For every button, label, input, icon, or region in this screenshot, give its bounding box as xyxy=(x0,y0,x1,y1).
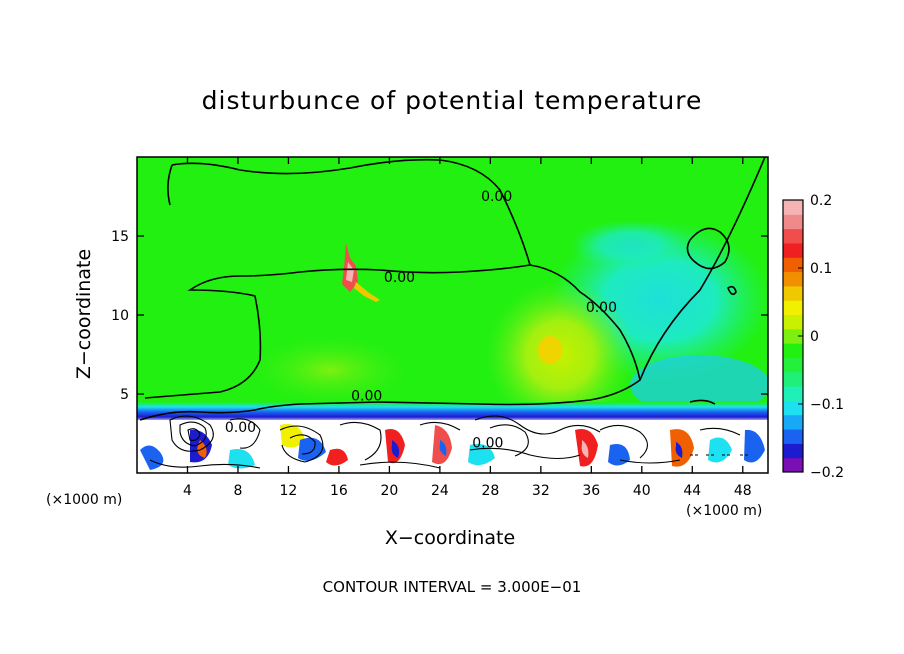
colorbar-swatch xyxy=(783,242,803,258)
colorbar-tick-label: 0.1 xyxy=(810,261,832,277)
contour-label: 0.00 xyxy=(586,300,617,316)
y-tick-label: 10 xyxy=(111,308,129,324)
field-layer xyxy=(137,157,768,473)
x-tick-label: 36 xyxy=(582,483,600,499)
colorbar-swatch xyxy=(783,314,803,330)
colorbar-swatch xyxy=(783,214,803,230)
colorbar-swatch xyxy=(783,443,803,459)
x-tick-label: 4 xyxy=(183,483,192,499)
x-tick-label: 48 xyxy=(734,483,752,499)
contour-label: 0.00 xyxy=(472,436,503,452)
cold-front-band xyxy=(137,402,768,422)
turbulent-patches xyxy=(140,424,765,470)
x-unit-left: (×1000 m) xyxy=(46,492,123,508)
contour-lines xyxy=(139,157,766,421)
contour-label: 0.00 xyxy=(384,270,415,286)
colorbar-swatch xyxy=(783,271,803,287)
hot-streak xyxy=(354,282,380,302)
colorbar-swatch xyxy=(783,357,803,373)
colorbar-swatch xyxy=(783,371,803,387)
contour-label: 0.00 xyxy=(225,420,256,436)
contour-interval-note: CONTOUR INTERVAL = 3.000E−01 xyxy=(322,578,582,596)
chart-title: disturbunce of potential temperature xyxy=(201,86,703,115)
y-tick-label: 5 xyxy=(120,387,129,403)
colorbar-swatch xyxy=(783,414,803,430)
contour-label: 0.00 xyxy=(351,388,382,404)
turbulent-contours xyxy=(149,415,750,469)
x-tick-label: 32 xyxy=(532,483,550,499)
colorbar-tick-label: 0 xyxy=(810,329,819,345)
x-tick-label: 16 xyxy=(330,483,348,499)
colorbar-swatch xyxy=(783,343,803,358)
x-tick-label: 12 xyxy=(280,483,298,499)
x-tick-label: 44 xyxy=(683,483,701,499)
x-unit-right: (×1000 m) xyxy=(686,503,763,519)
colorbar-swatch xyxy=(783,285,803,301)
contour-labels: 0.00 0.00 0.00 0.00 0.00 0.00 xyxy=(225,189,617,452)
x-tick-label: 28 xyxy=(481,483,499,499)
colorbar-swatch xyxy=(783,257,803,273)
x-tick-label: 20 xyxy=(380,483,398,499)
colorbar-tick-label: 0.2 xyxy=(810,193,832,209)
colorbar xyxy=(782,199,804,473)
y-axis-ticks: 5 10 15 xyxy=(111,229,768,403)
warm-region-peak xyxy=(538,336,562,364)
x-axis-label: X−coordinate xyxy=(384,527,516,549)
hot-spot-core xyxy=(346,262,354,282)
x-tick-label: 40 xyxy=(633,483,651,499)
colorbar-swatch xyxy=(783,429,803,444)
colorbar-ticks: 0.2 0.1 0 −0.1 −0.2 xyxy=(798,193,844,481)
cool-region-lower-right xyxy=(630,355,768,415)
x-axis-ticks: 4 8 12 16 20 24 28 32 36 40 44 48 xyxy=(183,157,752,499)
colorbar-swatch xyxy=(783,386,803,401)
colorbar-swatch xyxy=(783,228,803,244)
cool-region-upper-right xyxy=(570,220,690,270)
colorbar-swatch xyxy=(783,328,803,344)
colorbar-swatch xyxy=(783,200,803,215)
colorbar-swatch xyxy=(783,400,803,416)
colorbar-tick-label: −0.1 xyxy=(810,397,844,413)
colorbar-swatch xyxy=(783,300,803,316)
x-tick-label: 8 xyxy=(233,483,242,499)
warm-region-mid xyxy=(250,335,410,405)
y-tick-label: 15 xyxy=(111,229,129,245)
contour-label: 0.00 xyxy=(481,189,512,205)
colorbar-tick-label: −0.2 xyxy=(810,465,844,481)
colorbar-swatch xyxy=(783,457,803,473)
x-tick-label: 24 xyxy=(431,483,449,499)
